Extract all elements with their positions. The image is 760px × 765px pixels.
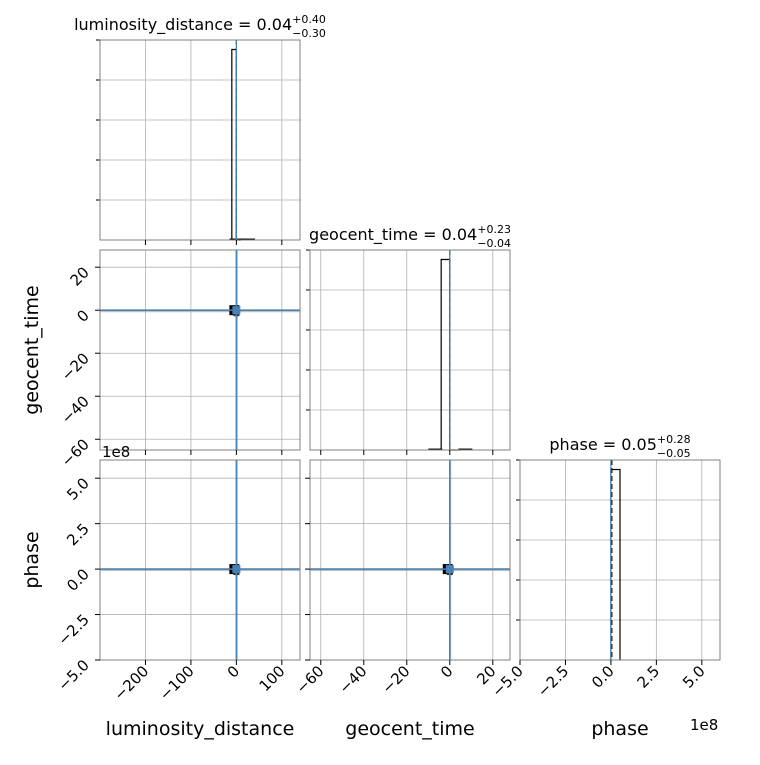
panel-frame bbox=[309, 249, 511, 451]
title-minus: −0.04 bbox=[477, 237, 511, 250]
y-tick-label: −2.5 bbox=[54, 611, 92, 649]
panel-frame bbox=[99, 39, 301, 241]
scatter-panel-geocent_time-vs-phase bbox=[309, 459, 511, 661]
hist-title-luminosity_distance: luminosity_distance = 0.04+0.40 bbox=[74, 13, 326, 35]
y-tick-label: 0.0 bbox=[63, 565, 93, 595]
hist-panel-luminosity_distance bbox=[96, 39, 301, 241]
title-plus: +0.23 bbox=[477, 223, 511, 236]
scatter-panel-luminosity_distance-vs-geocent_time bbox=[99, 249, 301, 451]
hist-title-geocent_time: geocent_time = 0.04+0.23 bbox=[309, 223, 511, 245]
title-value: phase = 0.05 bbox=[549, 435, 656, 454]
x-tick-label: 100 bbox=[256, 662, 289, 695]
x-tick-label: 0.0 bbox=[588, 662, 618, 692]
phase-y-offset-label: 1e8 bbox=[102, 443, 130, 461]
x-tick-label: −60 bbox=[292, 662, 327, 697]
x-axis-label-luminosity_distance: luminosity_distance bbox=[106, 718, 295, 740]
y-tick-label: −60 bbox=[58, 435, 93, 470]
y-tick-label: −5.0 bbox=[54, 656, 92, 694]
title-value: luminosity_distance = 0.04 bbox=[74, 15, 292, 35]
y-tick-label: −20 bbox=[58, 349, 93, 384]
hist-title-phase: phase = 0.05+0.28 bbox=[549, 433, 690, 454]
panel-frame bbox=[309, 459, 511, 661]
y-tick-label: 2.5 bbox=[63, 520, 93, 550]
x-tick-label: −200 bbox=[110, 662, 152, 704]
hist-panel-geocent_time bbox=[306, 249, 511, 451]
truth-marker bbox=[445, 565, 454, 574]
x-tick-label: 0 bbox=[437, 662, 456, 681]
phase-x-offset-label: 1e8 bbox=[690, 716, 718, 734]
x-tick-label: −20 bbox=[378, 662, 413, 697]
x-tick-label: 2.5 bbox=[634, 662, 664, 692]
scatter-panel-luminosity_distance-vs-phase bbox=[99, 459, 301, 661]
title-minus: −0.05 bbox=[657, 447, 691, 460]
x-tick-label: −2.5 bbox=[534, 662, 572, 700]
x-tick-label: −40 bbox=[335, 662, 370, 697]
title-plus: +0.28 bbox=[657, 433, 691, 446]
x-tick-label: −100 bbox=[156, 662, 198, 704]
panel-frame bbox=[99, 249, 301, 451]
panel-frame bbox=[99, 459, 301, 661]
y-axis-label-phase: phase bbox=[21, 531, 43, 588]
y-tick-label: −40 bbox=[58, 392, 93, 427]
title-plus: +0.40 bbox=[292, 13, 326, 26]
y-tick-label: 20 bbox=[67, 263, 93, 289]
y-tick-label: 0 bbox=[73, 306, 92, 325]
hist-panel-phase bbox=[516, 459, 721, 661]
y-tick-label: 5.0 bbox=[63, 474, 93, 504]
truth-marker bbox=[232, 565, 241, 574]
x-axis-label-geocent_time: geocent_time bbox=[345, 718, 474, 740]
x-tick-label: −5.0 bbox=[488, 662, 526, 700]
x-tick-label: 0 bbox=[224, 662, 243, 681]
title-value: geocent_time = 0.04 bbox=[309, 225, 477, 245]
truth-marker bbox=[232, 306, 241, 315]
x-tick-label: 5.0 bbox=[679, 662, 709, 692]
x-axis-label-phase: phase bbox=[591, 718, 648, 740]
y-axis-label-geocent_time: geocent_time bbox=[21, 285, 43, 414]
panel-frame bbox=[519, 459, 721, 661]
title-minus: −0.30 bbox=[292, 27, 326, 40]
